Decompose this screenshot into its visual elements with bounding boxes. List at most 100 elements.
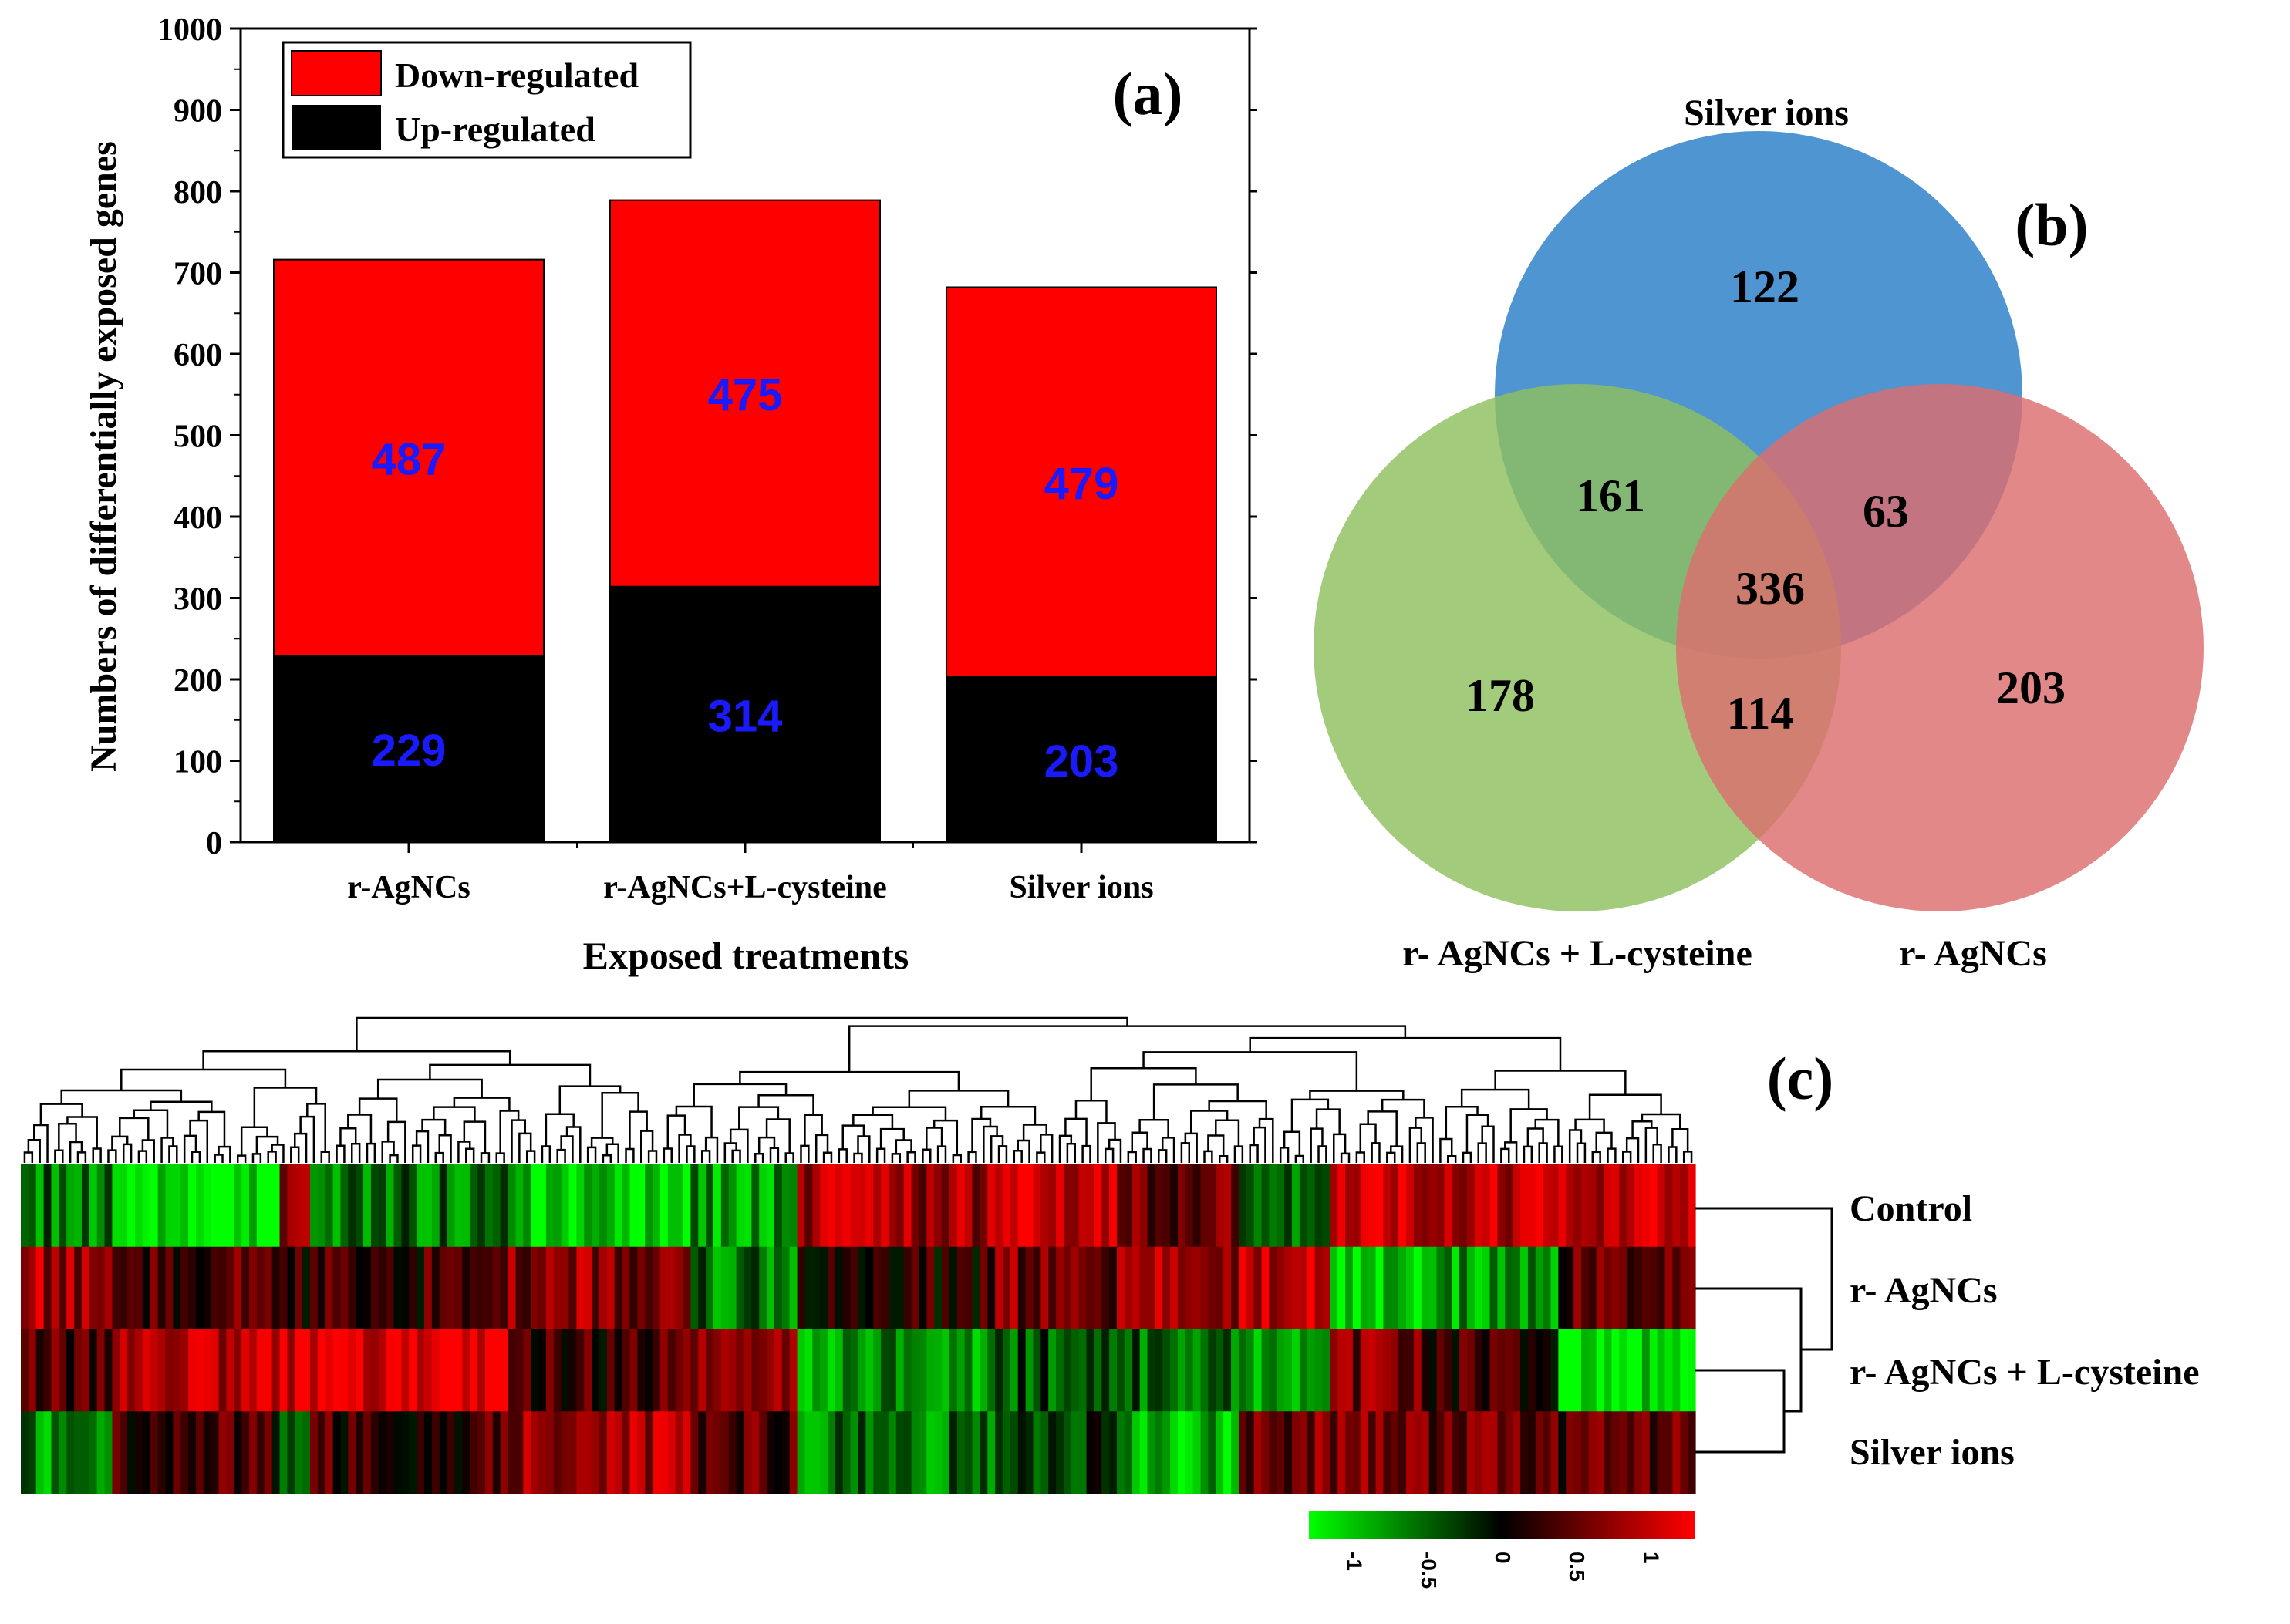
heatmap-cell — [622, 1246, 631, 1330]
heatmap-cell — [576, 1164, 585, 1248]
heatmap-cell — [89, 1246, 98, 1330]
heatmap-cell — [720, 1329, 730, 1412]
heatmap-cell — [1413, 1164, 1422, 1248]
heatmap-cell — [1444, 1246, 1452, 1330]
heatmap-cell — [500, 1164, 509, 1248]
heatmap-cell — [1314, 1411, 1324, 1494]
heatmap-cell — [81, 1329, 90, 1412]
heatmap-cell — [728, 1411, 737, 1494]
heatmap-cell — [180, 1246, 189, 1330]
heatmap-cell — [477, 1411, 486, 1494]
heatmap-cell — [987, 1246, 996, 1330]
column-dendrogram-branch — [1081, 1144, 1091, 1163]
heatmap-cell — [1253, 1246, 1263, 1330]
column-dendrogram-branch — [678, 1134, 692, 1163]
heatmap-cell — [1132, 1164, 1141, 1248]
heatmap-cell — [1002, 1246, 1011, 1330]
column-dendrogram-branch — [1494, 1070, 1627, 1095]
heatmap-cell — [447, 1246, 456, 1330]
y-tick-label: 700 — [174, 257, 222, 292]
heatmap-cell — [127, 1164, 136, 1248]
heatmap-cell — [454, 1246, 463, 1330]
colorbar-tick-label: 0 — [1491, 1552, 1515, 1564]
heatmap-cell — [1497, 1329, 1506, 1412]
heatmap-cell — [241, 1411, 250, 1494]
heatmap-cell — [188, 1329, 197, 1412]
heatmap-cell — [956, 1164, 966, 1248]
heatmap-cell — [1261, 1411, 1270, 1494]
heatmap-cell — [1071, 1164, 1080, 1248]
heatmap-cell — [386, 1164, 395, 1248]
heatmap-cell — [424, 1411, 433, 1494]
column-dendrogram-branch — [906, 1151, 916, 1163]
column-dendrogram-branch — [1386, 1151, 1396, 1163]
heatmap-cell — [850, 1246, 859, 1330]
heatmap-cell — [1558, 1329, 1567, 1412]
heatmap-cell — [1672, 1164, 1681, 1248]
heatmap-cell — [348, 1246, 356, 1330]
heatmap-cell — [120, 1246, 128, 1330]
column-dendrogram-branch — [429, 1063, 592, 1087]
heatmap-cell — [1200, 1411, 1209, 1494]
column-dendrogram-branch — [1371, 1142, 1381, 1163]
venn-circle-r-agncs — [1676, 384, 2204, 911]
heatmap-cell — [637, 1411, 646, 1494]
heatmap-cell — [972, 1164, 980, 1248]
column-dendrogram-branch — [1064, 1117, 1088, 1147]
heatmap-cell — [926, 1246, 935, 1330]
heatmap-cell — [470, 1164, 478, 1248]
heatmap-cell — [1627, 1246, 1635, 1330]
column-dendrogram-branch — [980, 1106, 1037, 1125]
heatmap-cell — [1155, 1246, 1163, 1330]
heatmap-cell — [484, 1411, 494, 1494]
heatmap-cell — [706, 1411, 714, 1494]
column-dendrogram-branch — [197, 1110, 226, 1147]
heatmap-cell — [477, 1246, 486, 1330]
heatmap-cell — [888, 1246, 897, 1330]
heatmap-row-label-control: Control — [1850, 1188, 1972, 1229]
heatmap-cell — [51, 1329, 59, 1412]
column-dendrogram-branch — [822, 1151, 833, 1163]
column-dendrogram-branch — [848, 1025, 1407, 1073]
heatmap-cell — [188, 1164, 197, 1248]
heatmap-cell — [865, 1246, 874, 1330]
column-dendrogram-branch — [875, 1147, 886, 1163]
heatmap-cell — [1489, 1246, 1499, 1330]
heatmap-cell — [157, 1329, 167, 1412]
bar-value-label: 229 — [372, 726, 447, 776]
column-dendrogram-branch — [255, 1135, 279, 1154]
column-dendrogram-branch — [1416, 1142, 1426, 1163]
heatmap-cell — [667, 1329, 676, 1412]
heatmap-cell — [256, 1164, 265, 1248]
heatmap-cell — [1596, 1246, 1605, 1330]
heatmap-cell — [264, 1329, 273, 1412]
heatmap-cell — [1649, 1164, 1658, 1248]
y-axis-ticks: 0 100 200 300 400 500 600 700 800 900 1000 — [157, 12, 1257, 861]
heatmap-cell — [653, 1164, 661, 1248]
heatmap-cell — [972, 1411, 980, 1494]
heatmap-cell — [462, 1329, 470, 1412]
heatmap-cell — [659, 1411, 669, 1494]
heatmap-cell — [865, 1411, 874, 1494]
heatmap-cell — [1641, 1246, 1651, 1330]
heatmap-cell — [447, 1164, 456, 1248]
column-dendrogram-branch — [1022, 1124, 1047, 1141]
heatmap-cell — [1094, 1411, 1102, 1494]
heatmap-cell — [500, 1246, 509, 1330]
heatmap-cell — [1474, 1411, 1483, 1494]
column-dendrogram-branch — [922, 1148, 932, 1163]
heatmap-cell — [881, 1246, 889, 1330]
heatmap-cell — [1078, 1329, 1088, 1412]
heatmap-cell — [934, 1246, 943, 1330]
heatmap-cell — [35, 1246, 45, 1330]
heatmap-cell — [1657, 1329, 1666, 1412]
heatmap-cell — [972, 1246, 980, 1330]
heatmap-cell — [1337, 1411, 1346, 1494]
column-dendrogram-branch — [605, 1143, 619, 1163]
heatmap-cell — [1550, 1329, 1559, 1412]
heatmap-cell — [21, 1411, 29, 1494]
column-dendrogram-branch — [389, 1154, 399, 1163]
heatmap-cell — [629, 1411, 638, 1494]
heatmap-cell — [59, 1246, 67, 1330]
column-dendrogram-branch — [236, 1154, 247, 1163]
